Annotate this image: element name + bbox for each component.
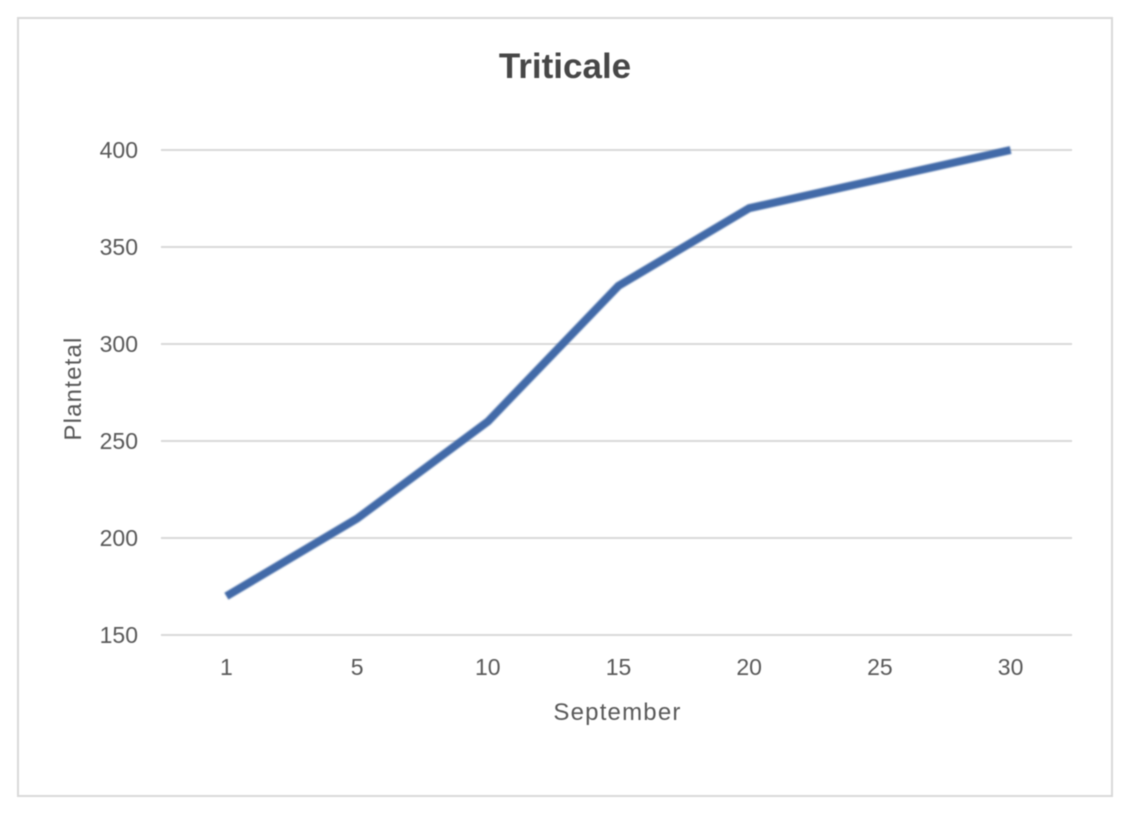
- svg-text:300: 300: [100, 331, 138, 357]
- svg-text:200: 200: [100, 525, 138, 551]
- svg-text:Plantetal: Plantetal: [60, 336, 87, 440]
- svg-text:30: 30: [998, 654, 1024, 680]
- svg-text:10: 10: [475, 654, 501, 680]
- svg-text:Triticale: Triticale: [499, 47, 631, 86]
- svg-text:150: 150: [100, 622, 138, 648]
- svg-text:25: 25: [867, 654, 893, 680]
- svg-text:1: 1: [220, 654, 233, 680]
- svg-text:5: 5: [351, 654, 364, 680]
- svg-text:15: 15: [606, 654, 632, 680]
- svg-text:20: 20: [736, 654, 762, 680]
- svg-text:400: 400: [100, 137, 138, 163]
- svg-text:350: 350: [100, 234, 138, 260]
- svg-text:September: September: [553, 699, 681, 726]
- svg-text:250: 250: [100, 428, 138, 454]
